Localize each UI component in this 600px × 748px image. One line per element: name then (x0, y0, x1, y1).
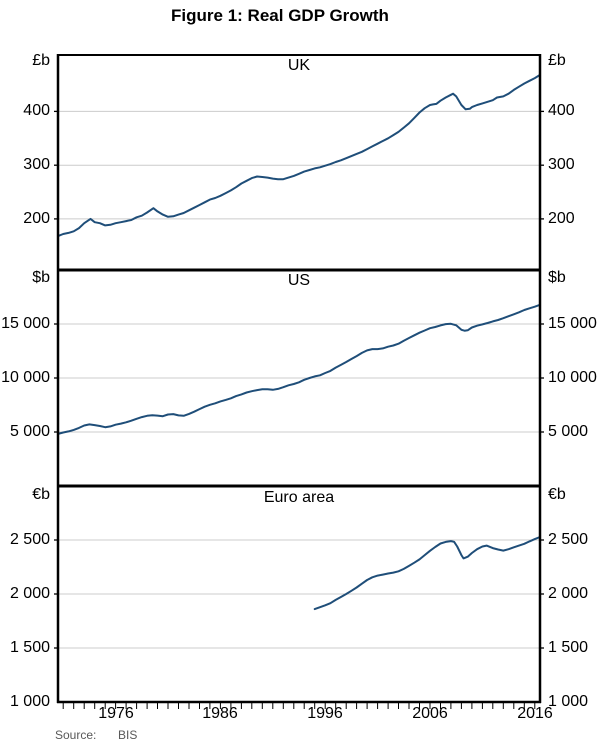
us-unit-label-right: $b (548, 269, 566, 286)
xtick-1986: 1986 (202, 705, 238, 722)
us-unit-label-left: $b (32, 269, 50, 286)
us-ytick-10000-right: 10 000 (548, 369, 597, 386)
source-value: BIS (118, 728, 138, 742)
euro-ytick-1500-right: 1 500 (548, 639, 589, 656)
uk-ytick-200-right: 200 (548, 210, 575, 227)
uk-ytick-400-right: 400 (548, 102, 575, 119)
us-ytick-5000-right: 5 000 (548, 423, 589, 440)
us-ytick-15000-left: 15 000 (1, 315, 50, 332)
us-ytick-15000-right: 15 000 (548, 315, 597, 332)
euro-ytick-1000-left: 1 000 (9, 693, 50, 710)
euro-ytick-2000-right: 2 000 (548, 585, 589, 602)
xtick-1976: 1976 (98, 705, 134, 722)
xtick-1996: 1996 (307, 705, 343, 722)
xtick-2016: 2016 (517, 705, 553, 722)
gdp-line-euro-area (313, 536, 541, 611)
euro-ytick-2500-left: 2 500 (9, 531, 50, 548)
uk-unit-label-right: £b (548, 52, 566, 69)
gdp-line-us (57, 303, 541, 435)
us-ytick-5000-left: 5 000 (9, 423, 50, 440)
euro-unit-label-left: €b (32, 486, 50, 503)
xtick-2006: 2006 (412, 705, 448, 722)
us-ytick-10000-left: 10 000 (1, 369, 50, 386)
euro-unit-label-right: €b (548, 486, 566, 503)
uk-unit-label-left: £b (32, 52, 50, 69)
uk-panel-title: UK (287, 57, 311, 74)
euro-ytick-1000-right: 1 000 (548, 693, 589, 710)
uk-ytick-300-left: 300 (23, 156, 50, 173)
euro-ytick-2500-right: 2 500 (548, 531, 589, 548)
source-label: Source: (55, 728, 97, 742)
uk-ytick-200-left: 200 (23, 210, 50, 227)
gdp-line-uk (57, 73, 541, 238)
uk-ytick-400-left: 400 (23, 102, 50, 119)
euro-ytick-2000-left: 2 000 (9, 585, 50, 602)
us-panel-title: US (287, 272, 311, 289)
euro-ytick-1500-left: 1 500 (9, 639, 50, 656)
figure-title: Figure 1: Real GDP Growth (171, 6, 389, 25)
uk-ytick-300-right: 300 (548, 156, 575, 173)
euro-panel-title: Euro area (263, 489, 335, 506)
